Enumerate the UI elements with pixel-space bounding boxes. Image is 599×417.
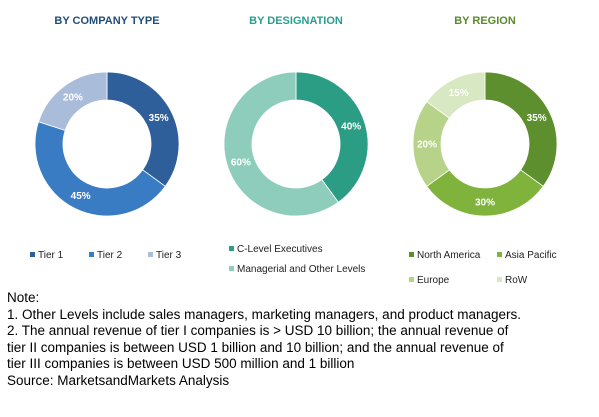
by-designation-legend-swatch-c-level-executives [229, 246, 234, 251]
by-designation-slice-c-level-executives [295, 71, 369, 203]
by-company-type-slice-tier-2 [34, 121, 166, 217]
source-line: Source: MarketsandMarkets Analysis [7, 372, 230, 388]
by-company-type-legend-swatch-tier-3 [148, 252, 153, 257]
note-line-1: 1. Other Levels include sales managers, … [7, 306, 522, 322]
by-region-legend-asia-pacific: Asia Pacific [505, 250, 557, 261]
by-designation-legend-c-level-executives: C-Level Executives [237, 244, 323, 255]
by-region-legend-row: RoW [505, 275, 528, 286]
by-region-legend-swatch-north-america [409, 252, 414, 257]
by-region-legend-swatch-europe [409, 277, 414, 282]
by-designation-legend-managerial-and-other-levels: Managerial and Other Levels [237, 264, 365, 275]
note-line-4: tier III companies is between USD 500 mi… [7, 356, 355, 371]
by-company-type-label-tier-3: 20% [63, 93, 83, 104]
note-line-3: tier II companies is between USD 1 billi… [7, 339, 504, 355]
by-region-legend-swatch-row [497, 277, 502, 282]
by-region-slice-row [426, 71, 486, 119]
by-region-chart: BY REGION 35% 30% 20% 15% North America Asia P… [409, 15, 558, 286]
by-company-type-legend-tier-3: Tier 3 [156, 250, 182, 261]
by-company-type-legend-tier-2: Tier 2 [97, 250, 123, 261]
by-company-type-slice-tier-3 [38, 71, 108, 131]
note-line-2: 2. The annual revenue of tier I companie… [7, 323, 509, 338]
by-designation-title: BY DESIGNATION [249, 15, 343, 27]
by-designation-slice-managerial-and-other-levels [223, 71, 339, 217]
by-company-type-slice-tier-1 [106, 71, 180, 187]
by-designation-chart: BY DESIGNATION 40% 60% C-Level Executives Ma… [223, 15, 369, 275]
by-region-label-asia-pacific: 30% [475, 198, 495, 209]
by-region-slice-asia-pacific [426, 169, 544, 217]
by-company-type-label-tier-1: 35% [149, 113, 169, 124]
by-region-title: BY REGION [454, 15, 516, 27]
by-designation-legend-swatch-managerial-and-other-levels [229, 266, 234, 271]
by-designation-label-managerial-and-other-levels: 60% [231, 157, 251, 168]
by-designation-label-c-level-executives: 40% [341, 122, 361, 133]
by-company-type-chart: BY COMPANY TYPE 35% 45% 20% Tier 1 Tier 2 Tier… [30, 15, 182, 261]
notes-heading: Note: [7, 290, 40, 305]
by-company-type-legend-swatch-tier-1 [30, 252, 35, 257]
by-region-label-europe: 20% [417, 140, 437, 151]
donut-charts-panel: BY COMPANY TYPE 35% 45% 20% Tier 1 Tier 2 Tier… [30, 15, 558, 286]
by-region-legend-north-america: North America [417, 250, 481, 261]
by-company-type-title: BY COMPANY TYPE [54, 15, 159, 27]
by-region-slice-north-america [484, 71, 558, 187]
by-company-type-legend-swatch-tier-2 [89, 252, 94, 257]
by-region-legend-swatch-asia-pacific [497, 252, 502, 257]
notes-section: Note: 1. Other Levels include sales mana… [7, 290, 597, 389]
by-region-legend-europe: Europe [417, 275, 450, 286]
by-company-type-legend-tier-1: Tier 1 [38, 250, 64, 261]
by-region-label-north-america: 35% [527, 113, 547, 124]
by-region-label-row: 15% [449, 88, 469, 99]
by-company-type-label-tier-2: 45% [71, 191, 91, 202]
